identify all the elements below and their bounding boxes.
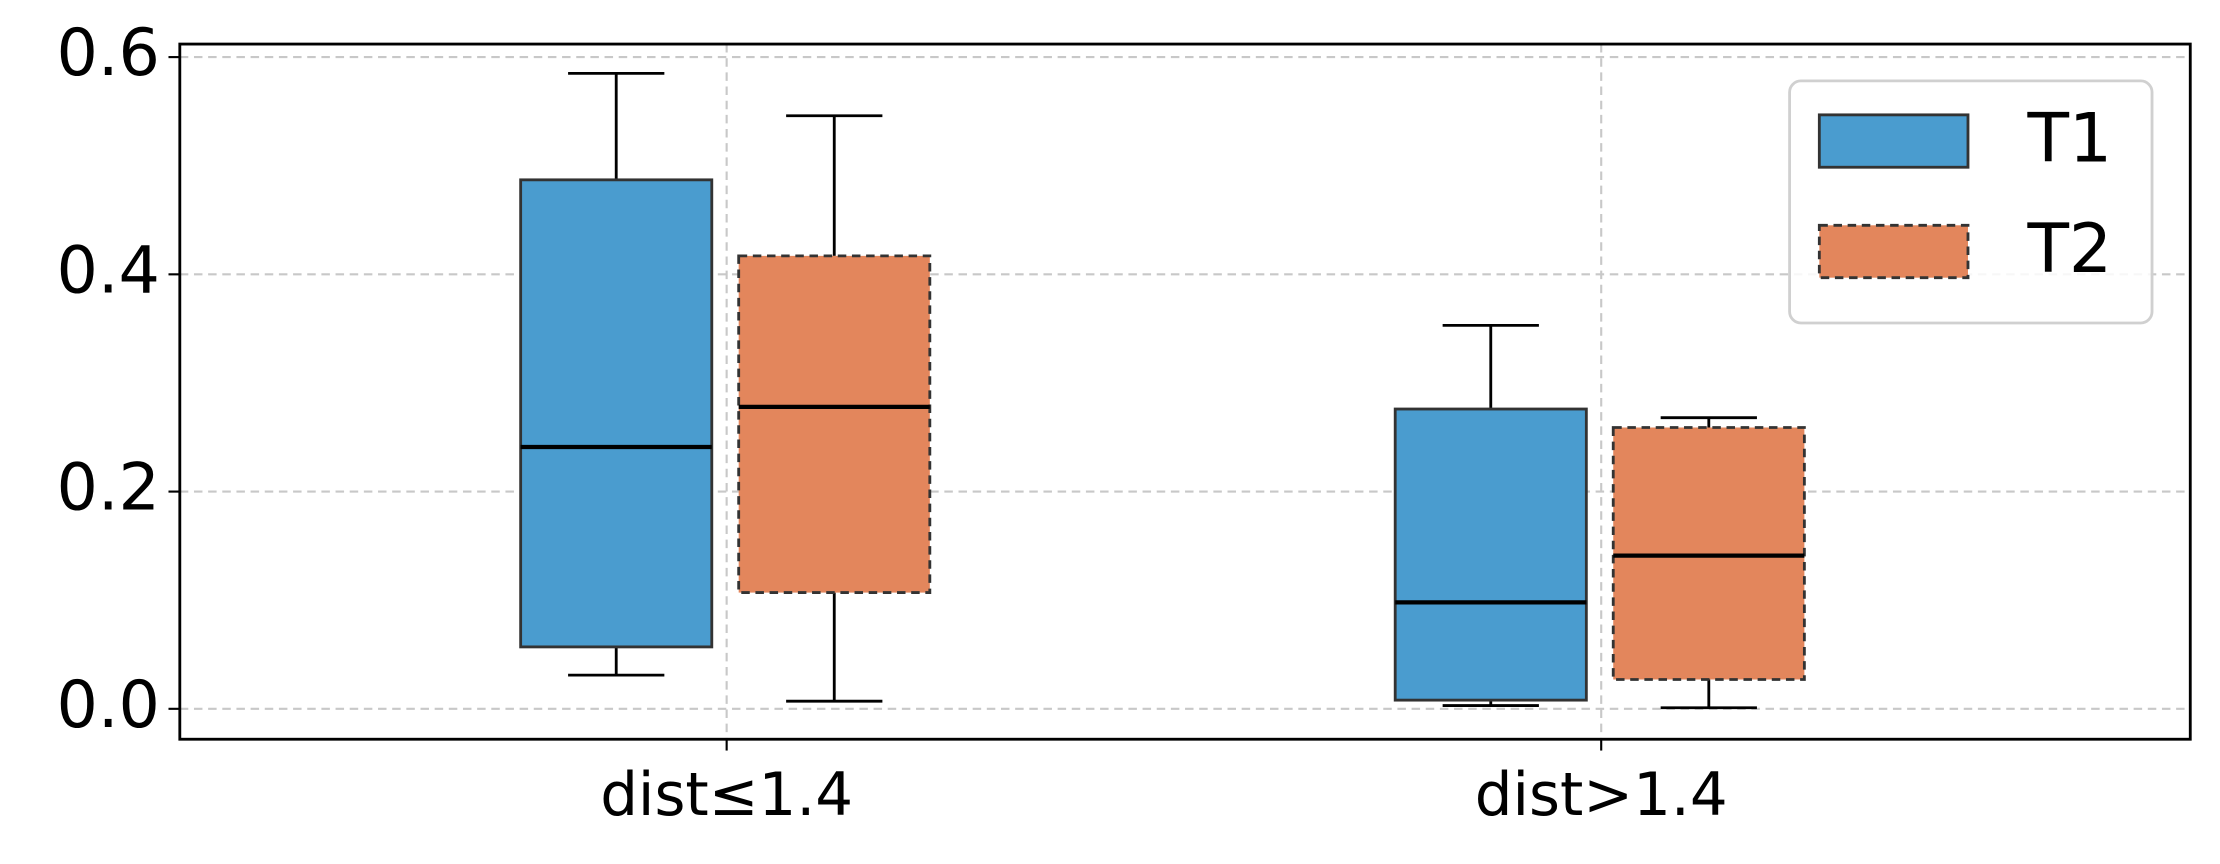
box: [1393, 407, 1588, 702]
legend-swatch: [1817, 113, 1970, 169]
legend-label: T2: [2026, 210, 2112, 289]
x-tick-label: dist>1.4: [1475, 761, 1728, 830]
y-tick-label: 0.6: [56, 16, 160, 91]
y-tick-label: 0.4: [56, 233, 160, 308]
box: [1611, 426, 1806, 681]
y-tick-label: 0.2: [56, 451, 160, 526]
x-tick-label: dist≤1.4: [600, 761, 853, 830]
legend-swatch: [1817, 223, 1970, 280]
plot-frame: [178, 42, 2192, 741]
y-tick-label: 0.0: [56, 668, 160, 743]
box: [737, 254, 932, 595]
box: [519, 178, 714, 649]
legend-label: T1: [2026, 100, 2112, 179]
